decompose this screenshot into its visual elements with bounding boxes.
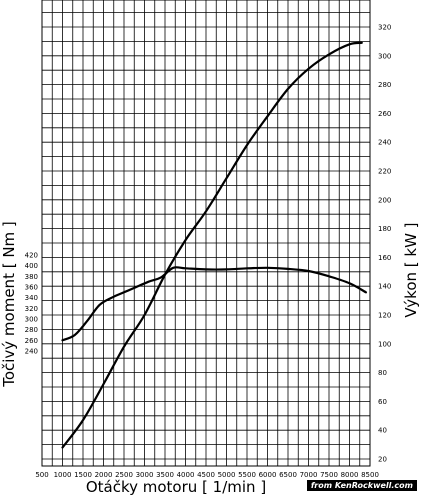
plot-frame bbox=[41, 0, 371, 467]
left-axis-title: Točivý moment [ Nm ] bbox=[0, 221, 18, 388]
right-tick-label: 160 bbox=[378, 254, 391, 262]
left-axis-tick-labels: 240 260 280 300 320 340 360 380 400 420 bbox=[25, 252, 38, 356]
x-tick-label: 1000 bbox=[54, 471, 72, 479]
x-axis-title: Otáčky motoru [ 1/min ] bbox=[86, 478, 266, 496]
right-tick-label: 60 bbox=[378, 398, 387, 406]
left-tick-label: 280 bbox=[25, 326, 38, 334]
x-tick-label: 5500 bbox=[238, 471, 256, 479]
x-tick-label: 7000 bbox=[300, 471, 318, 479]
right-axis-title: Výkon [ kW ] bbox=[402, 222, 420, 317]
x-tick-label: 3500 bbox=[156, 471, 174, 479]
left-tick-label: 380 bbox=[25, 273, 38, 281]
left-tick-label: 420 bbox=[25, 252, 38, 260]
right-tick-label: 100 bbox=[378, 340, 391, 348]
x-tick-label: 3000 bbox=[136, 471, 154, 479]
left-tick-label: 260 bbox=[25, 337, 38, 345]
left-tick-label: 320 bbox=[25, 305, 38, 313]
right-tick-label: 300 bbox=[378, 52, 391, 60]
x-tick-label: 8000 bbox=[341, 471, 359, 479]
right-tick-label: 200 bbox=[378, 196, 391, 204]
right-axis-tick-labels: 20 40 60 80 100 120 140 160 180 200 220 240 260 280 30… bbox=[378, 24, 391, 464]
x-tick-label: 5000 bbox=[218, 471, 236, 479]
right-tick-label: 260 bbox=[378, 110, 391, 118]
x-tick-label: 1500 bbox=[74, 471, 92, 479]
x-tick-label: 6500 bbox=[279, 471, 297, 479]
right-tick-label: 280 bbox=[378, 81, 391, 89]
right-tick-label: 320 bbox=[378, 24, 391, 32]
left-tick-label: 340 bbox=[25, 294, 38, 302]
x-tick-label: 2500 bbox=[115, 471, 133, 479]
right-tick-label: 240 bbox=[378, 139, 391, 147]
x-tick-label: 8500 bbox=[361, 471, 379, 479]
left-tick-label: 300 bbox=[25, 316, 38, 324]
x-tick-label: 500 bbox=[35, 471, 48, 479]
right-tick-label: 80 bbox=[378, 369, 387, 377]
right-tick-label: 40 bbox=[378, 427, 387, 435]
right-tick-label: 220 bbox=[378, 168, 391, 176]
right-tick-label: 140 bbox=[378, 283, 391, 291]
right-tick-label: 180 bbox=[378, 225, 391, 233]
watermark-badge: from KenRockwell.com bbox=[306, 480, 417, 491]
x-axis-tick-labels: 500 1000 1500 2000 2500 3000 3500 4000 4500 5000 5… bbox=[35, 471, 379, 479]
x-tick-label: 6000 bbox=[259, 471, 277, 479]
torque-curve bbox=[61, 266, 367, 342]
power-curve bbox=[61, 41, 363, 449]
x-tick-label: 2000 bbox=[95, 471, 113, 479]
x-tick-label: 4000 bbox=[177, 471, 195, 479]
vertical-gridlines bbox=[41, 0, 371, 466]
data-series bbox=[61, 41, 367, 449]
x-tick-label: 7500 bbox=[320, 471, 338, 479]
x-tick-label: 4500 bbox=[197, 471, 215, 479]
left-tick-label: 240 bbox=[25, 348, 38, 356]
right-tick-label: 20 bbox=[378, 456, 387, 464]
right-tick-label: 120 bbox=[378, 312, 391, 320]
left-tick-label: 400 bbox=[25, 262, 38, 270]
left-tick-label: 360 bbox=[25, 284, 38, 292]
